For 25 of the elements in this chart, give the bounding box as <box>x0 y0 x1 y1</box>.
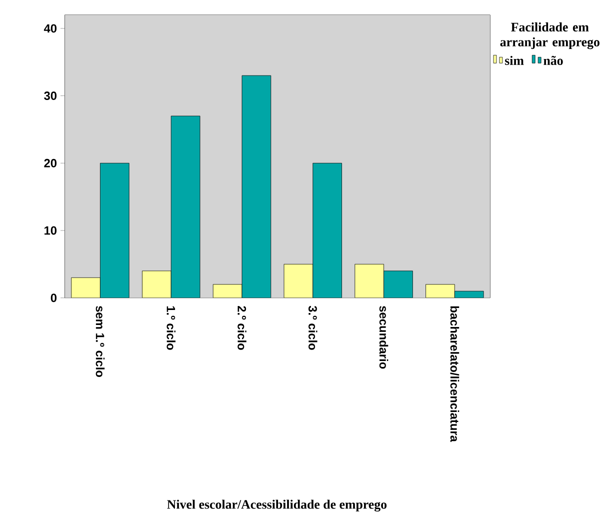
bar <box>142 270 172 298</box>
y-tick-label: 30 <box>44 92 57 100</box>
legend-label: não <box>544 56 563 65</box>
y-tick-label: 20 <box>44 158 57 168</box>
bar <box>100 163 130 298</box>
bar <box>426 284 455 298</box>
x-tick-label: 2.º ciclo <box>238 306 246 350</box>
bar <box>171 116 200 298</box>
bar <box>213 284 242 298</box>
y-tick-label: 0 <box>50 294 57 302</box>
x-tick-label: secundario <box>379 306 388 369</box>
y-tick-label: 10 <box>44 226 57 235</box>
bar <box>312 163 342 298</box>
legend-label: sim <box>505 56 524 65</box>
x-tick-label: sem 1.º ciclo <box>96 306 105 377</box>
x-tick-label: 1.º ciclo <box>166 306 176 350</box>
y-tick-label: 40 <box>44 24 57 33</box>
bar <box>284 264 313 298</box>
x-tick-label: bacharelato/licenciatura <box>450 306 460 442</box>
bar <box>242 76 271 298</box>
bar <box>354 264 384 298</box>
x-tick-label: 3.º ciclo <box>308 306 318 350</box>
bar <box>71 278 100 298</box>
bar <box>384 270 413 298</box>
x-axis-title: Nivel escolar/Acessibilidade de emprego <box>167 500 387 512</box>
